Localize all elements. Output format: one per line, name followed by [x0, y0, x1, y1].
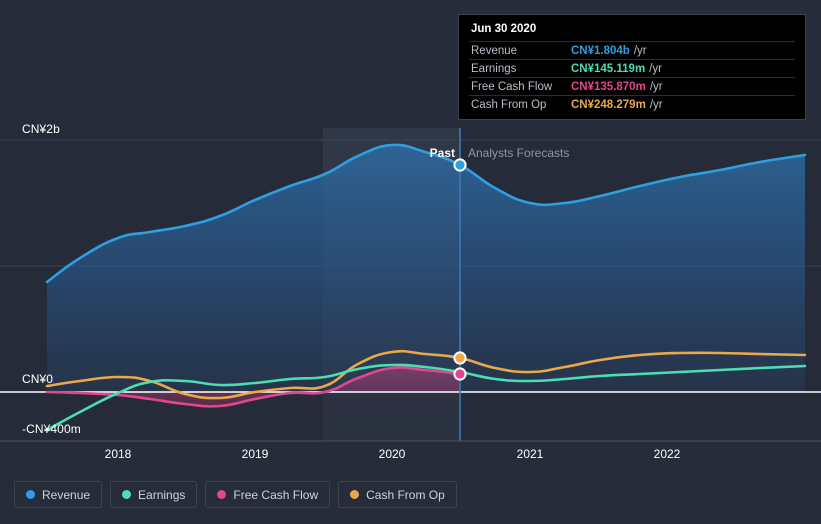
x-axis-label-2021: 2021	[516, 447, 544, 461]
past-label: Past	[429, 146, 455, 160]
series-markers	[453, 158, 467, 381]
x-axis-label-2019: 2019	[241, 447, 269, 461]
tooltip-rows: Revenue CN¥1.804b/yr Earnings CN¥145.119m/y…	[469, 41, 795, 113]
tooltip-metric-unit: /yr	[633, 44, 647, 57]
tooltip-metric-name: Revenue	[471, 44, 518, 57]
tooltip-row: Revenue CN¥1.804b/yr	[469, 41, 795, 59]
legend-label: Earnings	[138, 487, 186, 502]
legend-item-free-cash-flow[interactable]: Free Cash Flow	[205, 481, 331, 508]
legend-item-cash-from-op[interactable]: Cash From Op	[338, 481, 457, 508]
series-line-cash-from-op	[45, 349, 807, 400]
data-tooltip: Jun 30 2020 Revenue CN¥1.804b/yr Earnings C…	[458, 14, 806, 120]
tooltip-metric-value: CN¥135.870m	[571, 80, 646, 93]
series-lines	[45, 143, 807, 432]
legend-item-revenue[interactable]: Revenue	[14, 481, 103, 508]
tooltip-metric-value: CN¥1.804b	[571, 44, 630, 57]
tooltip-metric-name: Cash From Op	[471, 98, 547, 111]
marker-free-cash-flow[interactable]	[453, 367, 467, 381]
tooltip-row: Free Cash Flow CN¥135.870m/yr	[469, 77, 795, 95]
y-axis-label-bottom: -CN¥400m	[22, 422, 81, 436]
tooltip-metric-name: Earnings	[471, 62, 517, 75]
analysts-forecasts-label: Analysts Forecasts	[468, 146, 570, 160]
tooltip-metric-name: Free Cash Flow	[471, 80, 553, 93]
legend-label: Revenue	[42, 487, 91, 502]
tooltip-date-title: Jun 30 2020	[471, 23, 537, 35]
tooltip-metric-value: CN¥145.119m	[571, 62, 646, 75]
series-line-revenue	[45, 143, 807, 284]
marker-cash-from-op[interactable]	[453, 351, 467, 365]
legend-color-dot-icon	[350, 490, 360, 499]
tooltip-metric-unit: /yr	[649, 98, 663, 111]
legend-label: Cash From Op	[366, 487, 445, 502]
legend-item-earnings[interactable]: Earnings	[110, 481, 198, 508]
x-axis-label-2018: 2018	[104, 447, 132, 461]
tooltip-row: Cash From Op CN¥248.279m/yr	[469, 95, 795, 113]
marker-revenue[interactable]	[453, 158, 467, 172]
legend-label: Free Cash Flow	[233, 487, 319, 502]
tooltip-metric-unit: /yr	[649, 62, 662, 75]
y-axis-label-top: CN¥2b	[22, 122, 60, 136]
legend-color-dot-icon	[26, 490, 35, 499]
legend-color-dot-icon	[122, 490, 132, 499]
series-area-fills	[47, 144, 805, 407]
x-axis-label-2020: 2020	[378, 447, 406, 461]
series-line-earnings	[45, 363, 807, 432]
series-line-free-cash-flow	[45, 366, 462, 408]
y-axis-label-zero: CN¥0	[22, 372, 54, 386]
tooltip-metric-value: CN¥248.279m	[571, 98, 646, 111]
revenue-area-fill	[47, 144, 805, 392]
x-axis-label-2022: 2022	[653, 447, 681, 461]
chart-legend: Revenue Earnings Free Cash Flow Cash From O…	[14, 481, 457, 508]
tooltip-row: Earnings CN¥145.119m/yr	[469, 59, 795, 77]
tooltip-metric-unit: /yr	[649, 80, 663, 93]
free-cash-flow-area-fill	[47, 367, 460, 407]
legend-color-dot-icon	[217, 490, 227, 499]
